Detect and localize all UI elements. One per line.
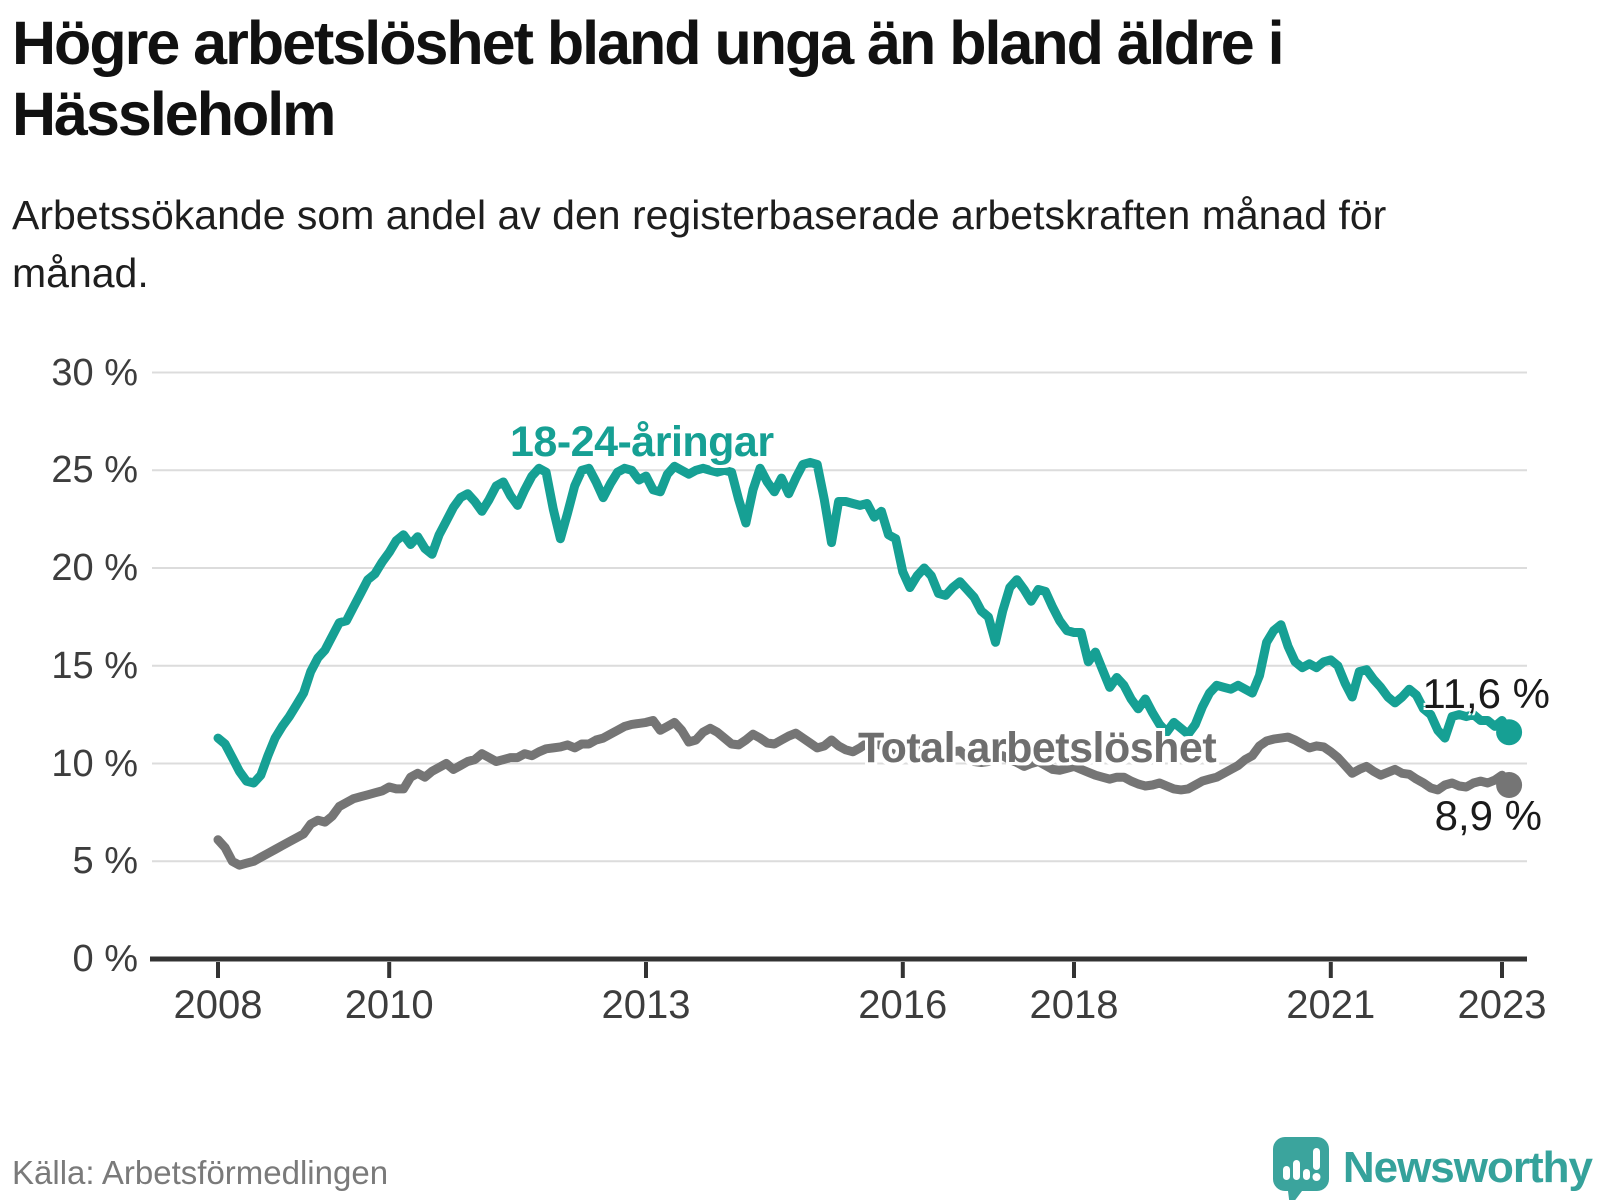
x-axis-label-2010: 2010 [344,983,434,1027]
y-axis-label-15: 15 % [51,644,138,687]
logo-bar-2 [1292,1160,1300,1180]
logo-bubble [1272,1137,1329,1200]
logo-bar-3 [1302,1169,1310,1180]
logo-exclamation-bar [1312,1148,1320,1170]
y-axis-label-30: 30 % [51,351,138,394]
newsworthy-wordmark: Newsworthy [1342,1143,1593,1192]
x-axis-label-2013: 2013 [601,983,691,1027]
page-title: Högre arbetslöshet bland unga än bland ä… [12,9,1285,148]
source-note: Källa: Arbetsförmedlingen [12,1154,389,1191]
series-line-total [213,716,1514,870]
y-axis-label-10: 10 % [51,742,138,785]
chart-subtitle: Arbetssökande som andel av den registerb… [12,192,1387,297]
y-axis-label-20: 20 % [51,547,138,589]
series-end-dot-youth [1496,719,1523,746]
newsworthy-logo: Newsworthy [1272,1136,1593,1200]
series-label-youth: 18-24-åringar [510,418,774,466]
logo-bar-1 [1282,1166,1290,1180]
logo-exclamation-dot [1312,1173,1321,1181]
x-axis-label-2016: 2016 [858,983,948,1027]
y-axis-label-25: 25 % [51,449,138,492]
y-axis-label-5: 5 % [72,840,138,883]
y-axis-label-0: 0 % [72,938,138,980]
series-label-total: Total arbetslöshet [858,724,1217,772]
x-axis-label-2023: 2023 [1457,983,1547,1027]
end-value-total: 8,9 % [1434,792,1542,839]
x-axis-label-2021: 2021 [1286,983,1376,1027]
x-axis-label-2018: 2018 [1029,983,1119,1027]
x-axis-label-2008: 2008 [173,983,263,1027]
newsworthy-logo-icon [1272,1137,1329,1200]
end-value-youth: 11,6 % [1422,670,1550,717]
series-end-dot-total [1496,772,1523,798]
series-line-youth [213,457,1514,788]
